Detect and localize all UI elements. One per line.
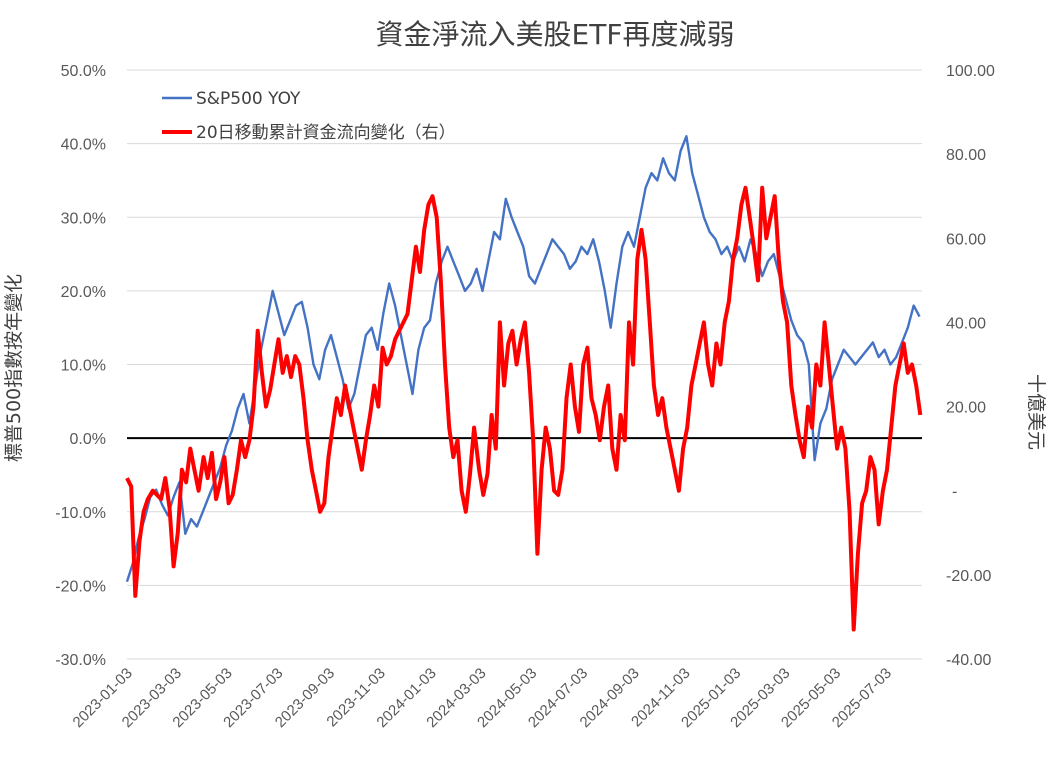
right-tick-label: 20.00 xyxy=(946,400,986,417)
left-tick-label: 20.0% xyxy=(61,284,106,301)
legend-label-sp500: S&P500 YOY xyxy=(196,89,301,109)
left-tick-label: 40.0% xyxy=(61,137,106,154)
left-axis-ticks: 50.0% 40.0% 30.0% 20.0% 10.0% 0.0% -10.0% -20.0… xyxy=(55,63,106,669)
right-axis-ticks: 100.00 80.00 60.00 40.00 20.00 - -20.00 -40.00 xyxy=(946,63,995,669)
left-tick-label: 10.0% xyxy=(61,358,106,375)
right-tick-label: 80.00 xyxy=(946,147,986,164)
legend: S&P500 YOY 20日移動累計資金流向變化（右） xyxy=(162,89,456,143)
chart-title: 資金淨流入美股ETF再度減弱 xyxy=(376,18,735,51)
left-tick-label: -30.0% xyxy=(55,652,106,669)
right-tick-label: 60.00 xyxy=(946,231,986,248)
right-tick-label: - xyxy=(952,484,957,501)
y-axis-title-right: 十億美元 xyxy=(1025,374,1047,450)
right-tick-label: 100.00 xyxy=(946,63,995,80)
y-axis-title-left: 標普500指數按年變化 xyxy=(3,274,25,462)
legend-item-fund-flow: 20日移動累計資金流向變化（右） xyxy=(162,123,456,143)
left-tick-label: -20.0% xyxy=(55,578,106,595)
series-line-fund-flow xyxy=(125,185,923,632)
left-tick-label: 0.0% xyxy=(70,431,106,448)
left-tick-label: 50.0% xyxy=(61,63,106,80)
right-tick-label: 40.00 xyxy=(946,315,986,332)
left-tick-label: 30.0% xyxy=(61,210,106,227)
left-tick-label: -10.0% xyxy=(55,505,106,522)
legend-label-fund-flow: 20日移動累計資金流向變化（右） xyxy=(196,123,456,143)
legend-item-sp500: S&P500 YOY xyxy=(162,89,301,109)
right-tick-label: -40.00 xyxy=(946,652,991,669)
right-tick-label: -20.00 xyxy=(946,568,991,585)
